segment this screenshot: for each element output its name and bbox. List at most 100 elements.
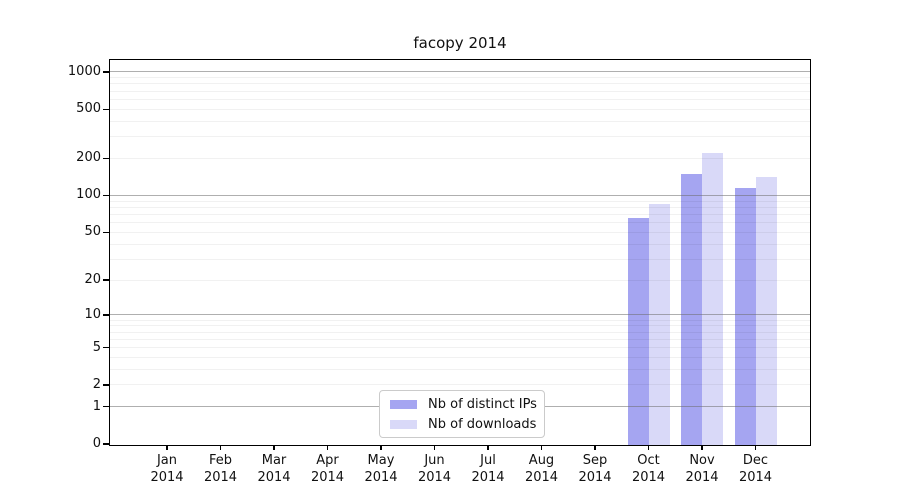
minor-gridline (110, 136, 810, 138)
x-tick-label-dec: Dec 2014 (726, 452, 786, 486)
y-tick-mark (103, 157, 109, 160)
minor-gridline (110, 231, 810, 233)
major-gridline (110, 71, 810, 73)
minor-gridline (110, 213, 810, 215)
minor-gridline (110, 368, 810, 370)
x-tick-month: Jun (424, 453, 445, 468)
x-tick-month: Apr (316, 453, 339, 468)
minor-gridline (110, 206, 810, 208)
y-tick-label: 100 (76, 187, 101, 203)
x-tick-mark (326, 445, 329, 450)
x-tick-year: 2014 (578, 470, 612, 485)
y-tick-mark (103, 194, 109, 197)
legend-label: Nb of distinct IPs (428, 396, 537, 412)
minor-gridline (110, 325, 810, 327)
x-tick-year: 2014 (150, 470, 184, 485)
x-tick-label-feb: Feb 2014 (191, 452, 251, 486)
x-tick-month: Mar (261, 453, 287, 468)
minor-gridline (110, 319, 810, 321)
legend: Nb of distinct IPs Nb of downloads (379, 390, 545, 438)
major-gridline (110, 314, 810, 316)
minor-gridline (110, 384, 810, 386)
x-tick-year: 2014 (364, 470, 398, 485)
y-tick-label: 200 (76, 150, 101, 166)
x-tick-year: 2014 (471, 470, 505, 485)
bar-downloads-dec (755, 177, 777, 445)
x-tick-label-oct: Oct 2014 (619, 452, 679, 486)
x-tick-year: 2014 (417, 470, 452, 485)
y-tick-mark (103, 231, 109, 233)
x-tick-label-sep: Sep 2014 (565, 452, 625, 486)
y-tick-label: 2 (92, 376, 101, 392)
minor-gridline (110, 243, 810, 245)
x-tick-label-aug: Aug 2014 (512, 452, 572, 486)
x-tick-label-may: May 2014 (351, 452, 411, 486)
y-tick-label: 1000 (67, 63, 101, 79)
x-tick-mark (219, 445, 222, 450)
x-tick-month: Sep (582, 453, 608, 468)
legend-swatch (390, 419, 417, 429)
x-tick-year: 2014 (685, 470, 719, 485)
y-tick-mark (103, 279, 109, 281)
x-tick-month: Nov (689, 453, 715, 468)
y-tick-label: 500 (76, 101, 101, 117)
x-tick-month: Jul (480, 453, 496, 468)
x-tick-month: Jan (156, 453, 178, 468)
legend-row: Nb of downloads (390, 416, 537, 432)
bar-downloads-oct (648, 204, 670, 445)
x-tick-year: 2014 (738, 470, 773, 485)
legend-row: Nb of distinct IPs (390, 396, 537, 412)
minor-gridline (110, 83, 810, 85)
bar-ips-dec (734, 188, 756, 445)
y-tick-label: 10 (84, 306, 101, 322)
legend-swatch (390, 399, 417, 409)
x-tick-label-apr: Apr 2014 (298, 452, 358, 486)
bar-downloads-nov (702, 153, 723, 445)
minor-gridline (110, 108, 810, 110)
x-tick-year: 2014 (631, 470, 666, 485)
x-tick-year: 2014 (257, 470, 291, 485)
x-tick-month: Feb (208, 453, 233, 468)
x-tick-year: 2014 (310, 470, 345, 485)
x-tick-label-jun: Jun 2014 (405, 452, 465, 486)
x-tick-label-nov: Nov 2014 (672, 452, 732, 486)
x-tick-year: 2014 (203, 470, 238, 485)
x-tick-label-jan: Jan 2014 (137, 452, 197, 486)
x-tick-label-jul: Jul 2014 (458, 452, 518, 486)
y-tick-mark (103, 71, 109, 73)
x-tick-mark (487, 445, 489, 450)
bars-layer (110, 60, 810, 445)
grid-layer (110, 60, 810, 445)
plot-area (109, 59, 811, 446)
y-tick-mark (103, 405, 109, 408)
x-tick-mark (273, 445, 275, 450)
y-tick-label: 50 (84, 224, 101, 240)
minor-gridline (110, 157, 810, 159)
minor-gridline (110, 338, 810, 340)
x-tick-mark (433, 445, 436, 450)
x-tick-mark (647, 445, 650, 450)
bar-ips-nov (681, 173, 702, 445)
minor-gridline (110, 347, 810, 348)
x-tick-mark (754, 445, 757, 450)
minor-gridline (110, 120, 810, 122)
y-tick-label: 5 (92, 339, 101, 355)
minor-gridline (110, 77, 810, 79)
y-tick-mark (103, 443, 109, 445)
bar-ips-oct (627, 218, 649, 445)
legend-label: Nb of downloads (428, 416, 537, 432)
minor-gridline (110, 356, 810, 358)
y-tick-mark (103, 384, 109, 386)
minor-gridline (110, 98, 810, 100)
x-tick-mark (594, 445, 596, 450)
minor-gridline (110, 279, 810, 281)
minor-gridline (110, 222, 810, 224)
x-tick-mark (380, 445, 382, 450)
y-tick-mark (103, 346, 109, 349)
x-tick-year: 2014 (524, 470, 559, 485)
minor-gridline (110, 90, 810, 92)
y-tick-mark (103, 108, 109, 110)
x-tick-month: Oct (637, 453, 660, 468)
x-tick-month: Aug (528, 453, 555, 468)
